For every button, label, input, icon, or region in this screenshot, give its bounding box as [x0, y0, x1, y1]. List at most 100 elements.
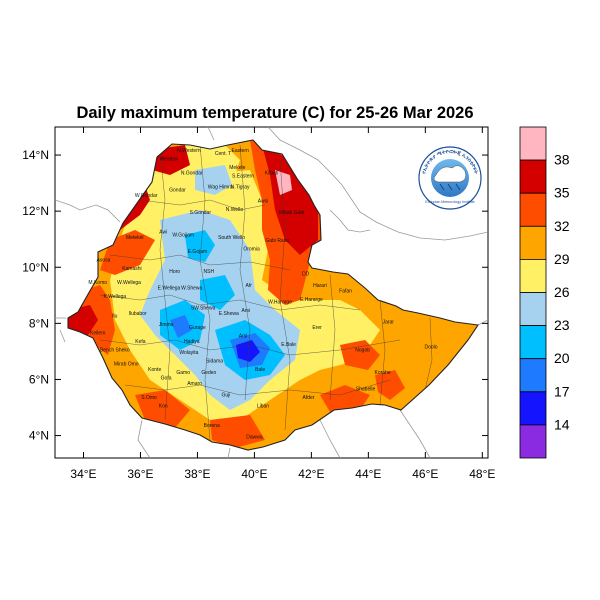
region-label: Horo [169, 269, 180, 275]
colorbar-label: 14 [554, 416, 570, 432]
colorbar-swatch [519, 292, 547, 326]
region-label: Gedeo [201, 370, 216, 376]
lon-tick-label: 40°E [241, 467, 267, 481]
region-label: Jimma [159, 322, 174, 328]
longitude-axis: 34°E 36°E 38°E 40°E 42°E 44°E 46°E 48°E [70, 127, 495, 481]
lat-tick-label: 12°N [22, 204, 49, 218]
region-label: K.Wellega [103, 294, 126, 300]
region-labels: N.Western Cent. T Eastern Western Mekele Kilb… [88, 148, 437, 440]
region-label: E.Shewa [219, 311, 239, 317]
colorbar-swatch [519, 192, 547, 227]
region-label: Awi [159, 230, 167, 236]
colorbar-label: 38 [554, 152, 570, 168]
colorbar-label: 23 [554, 317, 570, 333]
region-label: M.Komo [88, 280, 107, 286]
region-label: South Wello [218, 235, 245, 241]
colorbar-swatch [519, 225, 547, 260]
region-label: S.Eastern [232, 173, 254, 179]
region-label: DD [302, 272, 310, 278]
region-label: Awsi [258, 199, 268, 205]
latitude-axis: 4°N 6°N 8°N 10°N 12°N 14°N [22, 148, 488, 443]
region-label: E.Gojam [188, 249, 207, 255]
region-label: Afder [303, 395, 315, 401]
region-label: Bench Sheko [100, 347, 130, 353]
region-label: Kellem [90, 331, 105, 337]
lat-tick-label: 8°N [29, 316, 49, 330]
region-label: Konte [148, 367, 161, 373]
region-label: Shabelle [356, 387, 376, 393]
region-label: N.Gondar [181, 171, 203, 177]
region-label: S.Gondar [190, 210, 212, 216]
lon-tick-label: 42°E [298, 467, 324, 481]
region-label: S.Omo [141, 395, 157, 401]
lat-tick-label: 6°N [29, 372, 49, 386]
region-label: Jarar [383, 319, 395, 325]
admin-boundaries [99, 144, 433, 441]
region-label: W.Hararge [268, 300, 292, 306]
ethiopian-meteorology-institute-logo: የኢትዮጵያ ሜትዮሮሎጂ ኢንስቲትዩት Ethiopian Meteorol… [418, 146, 482, 210]
region-label: W.Wellega [117, 280, 141, 286]
region-label: Ilu [112, 314, 118, 320]
region-label: W.Shewa [181, 286, 202, 292]
lat-tick-label: 10°N [22, 260, 49, 274]
lat-tick-label: 14°N [22, 148, 49, 162]
colorbar-label: 32 [554, 218, 570, 234]
region-label: Oromia [243, 246, 260, 252]
colorbar-swatch [519, 159, 547, 194]
lon-tick-label: 44°E [355, 467, 381, 481]
region-label: E.Hararge [300, 297, 323, 303]
region-label: N.Tigray [231, 185, 250, 191]
colorbar-swatch [519, 424, 547, 459]
region-label: Liban [257, 404, 269, 410]
colorbar-swatch [519, 391, 547, 426]
region-label: W.Gojjam [172, 232, 194, 238]
region-label: Kilbati Gabi [279, 210, 305, 216]
colorbar-swatch [519, 258, 547, 293]
region-label: Kefa [135, 339, 146, 345]
region-label: Gabi Rasu [265, 238, 289, 244]
neighbor-borders [55, 127, 488, 458]
region-label: SW.Shewa [191, 305, 216, 311]
lon-tick-label: 36°E [127, 467, 153, 481]
region-label: Guji [221, 392, 230, 398]
colorbar-label: 17 [554, 383, 570, 399]
colorbar-swatch [519, 358, 547, 393]
region-label: Mirab Omo [114, 361, 139, 367]
region-label: Wolayita [179, 350, 198, 356]
region-label: Bale [255, 367, 265, 373]
region-label: Western [160, 157, 179, 163]
region-label: Wag Himra [208, 185, 233, 191]
region-label: Nogob [355, 347, 370, 353]
region-label: Gofa [161, 375, 172, 381]
region-label: Gamo [176, 370, 190, 376]
region-label: Borena [204, 423, 220, 429]
region-label: Erer [312, 325, 322, 331]
lat-tick-label: 4°N [29, 429, 49, 443]
region-label: Doolo [424, 345, 437, 351]
colorbar-label: 29 [554, 251, 570, 267]
colorbar-swatch [519, 325, 547, 360]
region-label: Eastern [232, 148, 249, 154]
lon-tick-label: 48°E [469, 467, 495, 481]
region-label: Asosa [96, 258, 110, 264]
region-label: Hadiya [184, 339, 200, 345]
colorbar-label: 20 [554, 350, 570, 366]
region-label: NSH [204, 269, 215, 275]
lon-tick-label: 46°E [412, 467, 438, 481]
region-label: Cent. T [215, 151, 231, 157]
colorbar-label: 35 [554, 185, 570, 201]
region-label: Gondar [169, 188, 186, 194]
region-label: Korahe [375, 370, 391, 376]
region-label: Harari [313, 283, 327, 289]
region-label: Arsi [242, 308, 251, 314]
region-label: Arsi [239, 333, 248, 339]
region-label: Fafan [339, 289, 352, 295]
lon-tick-label: 34°E [70, 467, 96, 481]
region-label: E.Wellega [158, 286, 181, 292]
region-label: Afr [246, 283, 253, 289]
region-label: Mekele [229, 165, 245, 171]
lon-tick-label: 38°E [184, 467, 210, 481]
region-label: N.Western [177, 148, 201, 154]
region-label: Dawwa [246, 434, 263, 440]
